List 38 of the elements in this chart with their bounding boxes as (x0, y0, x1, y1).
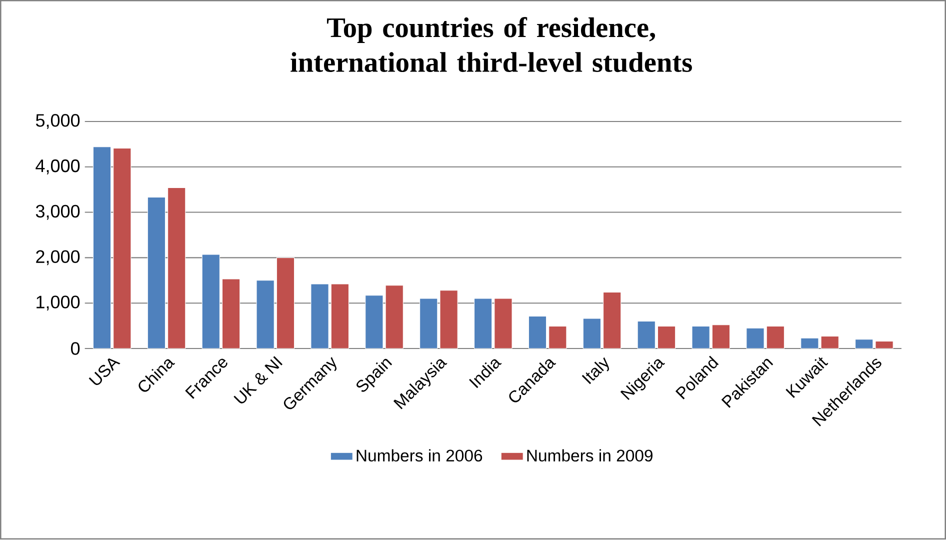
bar (92, 146, 112, 349)
bar (766, 326, 784, 349)
bar (875, 341, 894, 349)
bar (202, 254, 220, 349)
y-tick-label: 5,000 (36, 114, 80, 130)
y-tick-label: 0 (71, 342, 80, 356)
y-tick-label: 1,000 (36, 296, 80, 311)
legend-label: Numbers in 2006 (356, 449, 482, 462)
bar (276, 258, 295, 349)
bar (168, 188, 186, 349)
bar (310, 284, 329, 349)
bar (474, 298, 492, 349)
y-tick-label: 2,000 (36, 250, 80, 266)
bar (440, 290, 458, 349)
x-tick-label: UK & NI (234, 356, 282, 404)
legend-label: Numbers in 2009 (527, 449, 652, 462)
bar (657, 326, 676, 349)
bar (256, 280, 274, 349)
bar (420, 298, 438, 349)
chart-title: Top countries of residence, international third-level students (290, 17, 692, 72)
bar (528, 316, 547, 349)
x-tick-label: Italy (582, 357, 609, 384)
bar (692, 326, 710, 349)
bar (113, 148, 132, 349)
bar (855, 339, 874, 349)
bar (548, 326, 567, 349)
bar (637, 321, 656, 349)
bar (494, 298, 512, 349)
bar (330, 284, 349, 349)
y-tick-label: 3,000 (36, 205, 80, 220)
bar (222, 278, 240, 349)
bar (603, 292, 622, 349)
bar (746, 328, 764, 349)
bar (712, 324, 730, 349)
x-tick-label: USA (88, 358, 120, 386)
bar (147, 197, 166, 349)
bar (582, 318, 601, 349)
y-tick-label: 4,000 (36, 160, 80, 175)
